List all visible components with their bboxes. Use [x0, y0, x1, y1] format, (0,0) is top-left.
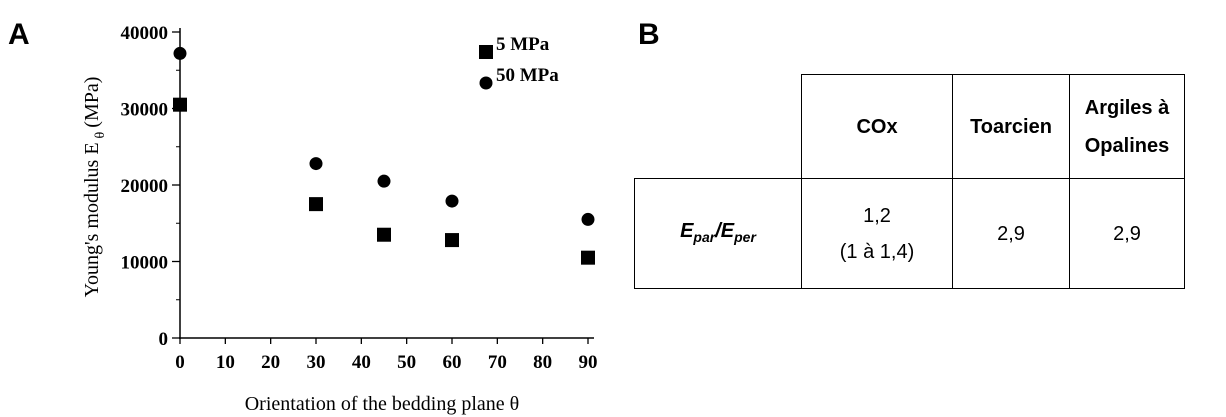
table-header-row: COx Toarcien Argiles à Opalines	[634, 74, 1185, 179]
x-tick-label: 20	[261, 352, 280, 373]
point-5mpa	[581, 250, 595, 265]
table-row: Epar/Eper 1,2 (1 à 1,4) 2,9 2,9	[634, 178, 1185, 289]
chart-ticks: 0 10 20 30 40 50 60 70 80 90 0 10000 20000 30000 40000	[121, 23, 598, 373]
chart-marks	[173, 46, 595, 265]
table-cell: 1,2 (1 à 1,4)	[801, 178, 953, 289]
x-tick-label: 50	[397, 352, 416, 373]
scatter-chart: 0 10 20 30 40 50 60 70 80 90 0 10000 20000 30000 40000…	[81, 23, 598, 415]
y-tick-label: 40000	[121, 23, 169, 44]
chart-legend: 5 MPa 50 MPa	[479, 34, 559, 90]
table-cell: 2,9	[1069, 178, 1185, 289]
x-tick-label: 10	[216, 352, 235, 373]
panel-label-a: A	[8, 18, 30, 51]
x-tick-label: 30	[307, 352, 326, 373]
point-5mpa	[309, 197, 323, 212]
y-tick-label: 10000	[121, 253, 169, 274]
y-tick-label: 20000	[121, 176, 169, 197]
table-header-cell: Toarcien	[952, 74, 1070, 179]
legend-label: 5 MPa	[496, 34, 550, 55]
y-tick-label: 30000	[121, 100, 169, 121]
x-tick-label: 0	[175, 352, 185, 373]
table-corner-cell	[634, 74, 802, 179]
table-header-cell: COx	[801, 74, 953, 179]
row-label-s1: par	[693, 228, 716, 245]
x-tick-label: 60	[443, 352, 462, 373]
y-axis-title-main: Young's modulus E	[81, 142, 103, 297]
chart-axes	[179, 28, 594, 339]
panel-label-b: B	[638, 18, 660, 51]
x-tick-label: 80	[533, 352, 552, 373]
point-5mpa	[173, 97, 187, 112]
point-50mpa	[309, 157, 323, 171]
x-tick-label: 90	[579, 352, 598, 373]
row-label-e1: E	[680, 219, 694, 242]
x-tick-label: 40	[352, 352, 371, 373]
table-row-label: Epar/Eper	[634, 178, 802, 289]
legend-marker	[479, 45, 493, 59]
row-label-s2: per	[734, 228, 756, 245]
y-axis-title-unit: (MPa)	[81, 77, 103, 128]
x-tick-label: 70	[488, 352, 507, 373]
row-label-slash: /	[715, 219, 721, 242]
point-5mpa	[377, 227, 391, 242]
ratio-table: COx Toarcien Argiles à Opalines Epar/Epe…	[634, 74, 1185, 289]
y-tick-label: 0	[159, 329, 169, 350]
table-cell-line: (1 à 1,4)	[839, 240, 915, 263]
point-50mpa	[581, 212, 595, 226]
y-axis-title: Young's modulus E θ (MPa)	[81, 77, 108, 298]
point-50mpa	[173, 46, 187, 60]
table-cell-line: 1,2	[863, 204, 891, 227]
table-header-cell: Argiles à Opalines	[1069, 74, 1185, 179]
point-50mpa	[377, 174, 391, 188]
table-cell: 2,9	[952, 178, 1070, 289]
legend-label: 50 MPa	[496, 65, 559, 86]
legend-marker	[479, 76, 493, 90]
x-axis-title: Orientation of the bedding plane θ	[245, 393, 520, 415]
row-label-e2: E	[720, 219, 735, 242]
y-axis-title-sub: θ	[93, 131, 108, 138]
point-50mpa	[445, 194, 459, 208]
point-5mpa	[445, 233, 459, 248]
